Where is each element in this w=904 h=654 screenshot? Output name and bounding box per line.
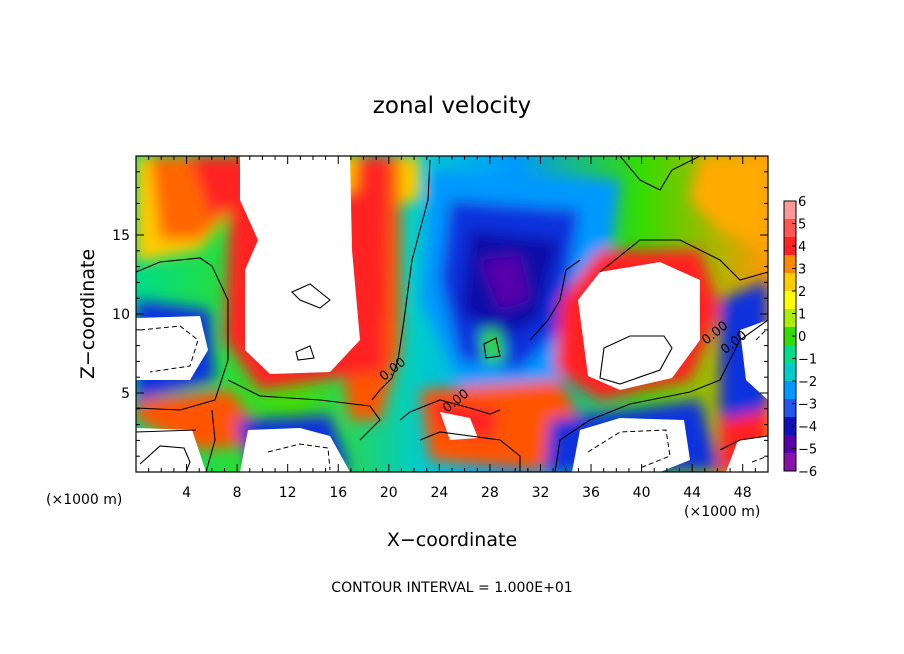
colorbar-swatch [784, 291, 796, 310]
y-axis-ticks: 5 10 15 [112, 171, 768, 457]
y-tick-label: 10 [112, 307, 130, 323]
colorbar-swatch [784, 435, 796, 454]
x-unit-label-right: (×1000 m) [684, 504, 760, 520]
colorbar-label: −1 [798, 353, 817, 368]
colorbar-label: 3 [798, 263, 806, 278]
colorbar-swatch [784, 327, 796, 346]
colorbar: 6 5 4 3 2 1 0 −1 −2 −3 −4 −5 −6 [783, 195, 817, 480]
colorbar-swatch [784, 345, 796, 364]
colorbar-label: 1 [798, 308, 806, 323]
x-tick-label: 24 [430, 485, 448, 501]
x-tick-label: 28 [481, 485, 499, 501]
x-tick-label: 32 [532, 485, 550, 501]
colorbar-label: −2 [798, 375, 817, 390]
colorbar-label: −6 [798, 465, 817, 480]
heatmap-field [136, 156, 768, 472]
colorbar-label: 5 [798, 218, 806, 233]
colorbar-label: 4 [798, 240, 806, 255]
x-tick-label: 36 [582, 485, 600, 501]
contour-interval-note: CONTOUR INTERVAL = 1.000E+01 [331, 580, 572, 596]
colorbar-label: −3 [798, 398, 817, 413]
colorbar-label: −5 [798, 443, 817, 458]
x-axis-label: X−coordinate [387, 529, 517, 551]
colorbar-swatch [784, 453, 796, 472]
x-tick-label: 40 [633, 485, 651, 501]
colorbar-label: 0 [798, 330, 806, 345]
x-tick-label: 16 [329, 485, 347, 501]
y-tick-label: 5 [121, 386, 130, 402]
colorbar-swatch [784, 219, 796, 238]
x-tick-label: 12 [279, 485, 297, 501]
colorbar-swatch [784, 417, 796, 436]
colorbar-swatch [784, 273, 796, 292]
colorbar-swatch [784, 399, 796, 418]
colorbar-label: 2 [798, 285, 806, 300]
x-tick-label: 4 [182, 485, 191, 501]
x-unit-label-left: (×1000 m) [46, 492, 122, 508]
x-axis-ticks: 4 8 12 16 20 24 28 32 36 40 44 48 [148, 156, 756, 501]
x-tick-label: 48 [734, 485, 752, 501]
colorbar-swatch [784, 363, 796, 382]
colorbar-label: 6 [798, 195, 806, 210]
chart-title: zonal velocity [373, 93, 531, 119]
colorbar-swatch [784, 237, 796, 256]
colorbar-swatch [784, 381, 796, 400]
colorbar-label: −4 [798, 420, 817, 435]
y-tick-label: 15 [112, 228, 130, 244]
x-tick-label: 20 [380, 485, 398, 501]
colorbar-swatch [784, 309, 796, 328]
x-tick-label: 8 [233, 485, 242, 501]
y-axis-label: Z−coordinate [77, 249, 99, 379]
x-tick-label: 44 [683, 485, 701, 501]
colorbar-swatch [784, 255, 796, 274]
colorbar-swatch [784, 201, 796, 220]
